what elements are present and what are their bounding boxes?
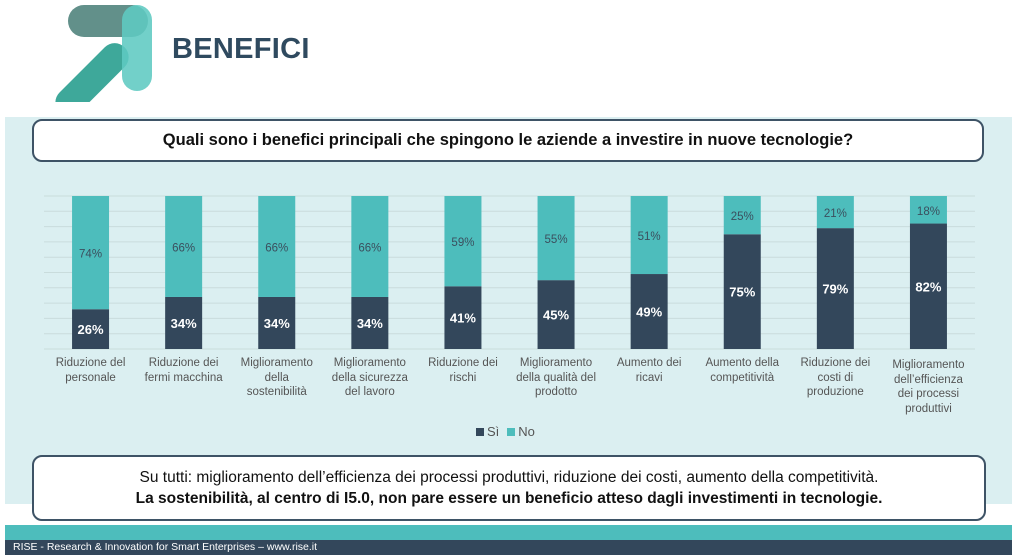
x-tick-label-line: costi di — [817, 371, 854, 384]
data-label-si: 75% — [729, 285, 755, 300]
bar-segment-no — [909, 196, 947, 224]
bar-segment-no — [351, 196, 389, 297]
bar-segment-no — [258, 196, 296, 297]
bar-segment-si — [537, 280, 575, 349]
x-tick-label-line: Aumento della — [705, 357, 780, 369]
x-tick-label-line: personale — [65, 371, 116, 384]
x-tick-label: Riduzione del personale — [43, 356, 139, 385]
data-label-no: 66% — [172, 242, 195, 254]
x-tick-label: Riduzione dei fermi macchina — [136, 356, 232, 385]
x-tick-label-line: prodotto — [534, 386, 578, 398]
bar-segment-no — [816, 196, 854, 229]
question-text: Quali sono i benefici principali che spi… — [162, 131, 854, 149]
x-tick-label-line: Miglioramento — [240, 357, 313, 369]
bar-segment-si — [909, 223, 947, 349]
legend-item-si: Sì — [476, 424, 499, 439]
x-tick-label-line: della — [264, 371, 289, 384]
bar-segment-si — [351, 296, 389, 349]
conclusion-box: Su tutti: miglioramento dell’efficienza … — [32, 455, 986, 521]
data-label-si: 34% — [264, 316, 290, 331]
x-tick-label: Miglioramento della sostenibilità — [229, 356, 325, 400]
x-tick-label-line: Miglioramento — [892, 359, 965, 371]
footer-text: RISE - Research & Innovation for Smart E… — [13, 541, 318, 553]
x-tick-label-line: della qualità del — [516, 371, 596, 384]
data-label-si: 49% — [636, 305, 662, 320]
x-tick-label: Miglioramento della qualità del prodotto — [508, 356, 604, 400]
x-tick-label-line: ricavi — [635, 371, 663, 384]
bar-segment-si — [444, 286, 482, 349]
legend-item-no: No — [507, 424, 535, 439]
legend-label-no: No — [518, 424, 535, 439]
x-tick-label-line: produzione — [806, 386, 864, 398]
bar-segment-no — [72, 196, 110, 310]
x-tick-label-line: dell’efficienza — [894, 373, 963, 386]
rise-logo-icon — [55, 5, 152, 102]
x-tick-label: Miglioramento della sicurezza del lavoro — [322, 356, 418, 400]
data-label-no: 25% — [731, 211, 754, 223]
data-label-no: 18% — [917, 206, 940, 218]
x-tick-label-line: dei processi — [897, 388, 960, 400]
data-label-no: 51% — [638, 231, 661, 243]
x-tick-label-line: Aumento dei — [616, 357, 682, 369]
data-label-no: 66% — [358, 242, 381, 254]
bar-segment-si — [72, 309, 110, 349]
x-tick-label-line: produttivi — [905, 402, 952, 415]
bar-segment-si — [816, 228, 854, 349]
bar-segment-no — [165, 196, 203, 297]
bar-segment-si — [723, 234, 761, 349]
footer-bar: RISE - Research & Innovation for Smart E… — [5, 540, 1012, 555]
x-tick-label-line: rischi — [449, 371, 477, 384]
x-tick-label: Aumento della competitività — [694, 356, 790, 385]
question-box: Quali sono i benefici principali che spi… — [32, 119, 984, 162]
data-label-si: 79% — [822, 282, 848, 297]
bar-segment-no — [630, 196, 668, 275]
x-tick-label: Aumento dei ricavi — [601, 356, 697, 385]
footer-accent-band — [5, 525, 1012, 540]
legend-swatch-si — [476, 427, 484, 436]
conclusion-line-2: La sostenibilità, al centro di I5.0, non… — [135, 490, 883, 507]
page-title: BENEFICI — [172, 33, 310, 65]
x-tick-label-line: competitività — [710, 371, 775, 384]
data-label-si: 82% — [915, 279, 941, 294]
legend-swatch-no — [507, 427, 516, 436]
chart-legend: Sì No — [476, 424, 539, 439]
legend-label-si: Sì — [487, 424, 500, 439]
data-label-si: 34% — [171, 316, 197, 331]
x-tick-label-line: del lavoro — [344, 386, 395, 398]
x-tick-label-line: Riduzione dei — [148, 357, 219, 369]
conclusion-line-1: Su tutti: miglioramento dell’efficienza … — [139, 469, 879, 486]
bar-segment-si — [165, 296, 203, 349]
data-label-si: 45% — [543, 308, 569, 323]
x-tick-label: Riduzione dei rischi — [415, 356, 511, 385]
data-label-si: 41% — [450, 311, 476, 326]
x-tick-label-line: fermi macchina — [144, 371, 223, 384]
data-label-no: 66% — [265, 242, 288, 254]
x-tick-label-line: Riduzione del — [55, 357, 126, 369]
data-label-no: 55% — [545, 234, 568, 246]
x-tick-label: Miglioramento dell’efficienza dei processi… — [880, 358, 976, 416]
bar-segment-si — [258, 296, 296, 349]
x-tick-label-line: Riduzione dei — [800, 357, 871, 369]
data-label-no: 59% — [451, 237, 474, 249]
x-tick-label: Riduzione dei costi di produzione — [787, 356, 883, 400]
data-label-no: 21% — [824, 208, 847, 220]
x-tick-label-line: Miglioramento — [519, 357, 593, 369]
data-label-no: 74% — [79, 249, 102, 261]
data-label-si: 26% — [78, 322, 104, 337]
bar-segment-no — [723, 196, 761, 235]
x-tick-label-line: della sicurezza — [331, 371, 408, 384]
bar-segment-no — [537, 196, 575, 281]
bar-segment-no — [444, 196, 482, 287]
bar-segment-si — [630, 274, 668, 349]
data-label-si: 34% — [357, 316, 383, 331]
x-tick-label-line: Miglioramento — [333, 357, 406, 369]
x-tick-label-line: Riduzione dei — [428, 357, 498, 369]
x-tick-label-line: sostenibilità — [246, 386, 307, 398]
